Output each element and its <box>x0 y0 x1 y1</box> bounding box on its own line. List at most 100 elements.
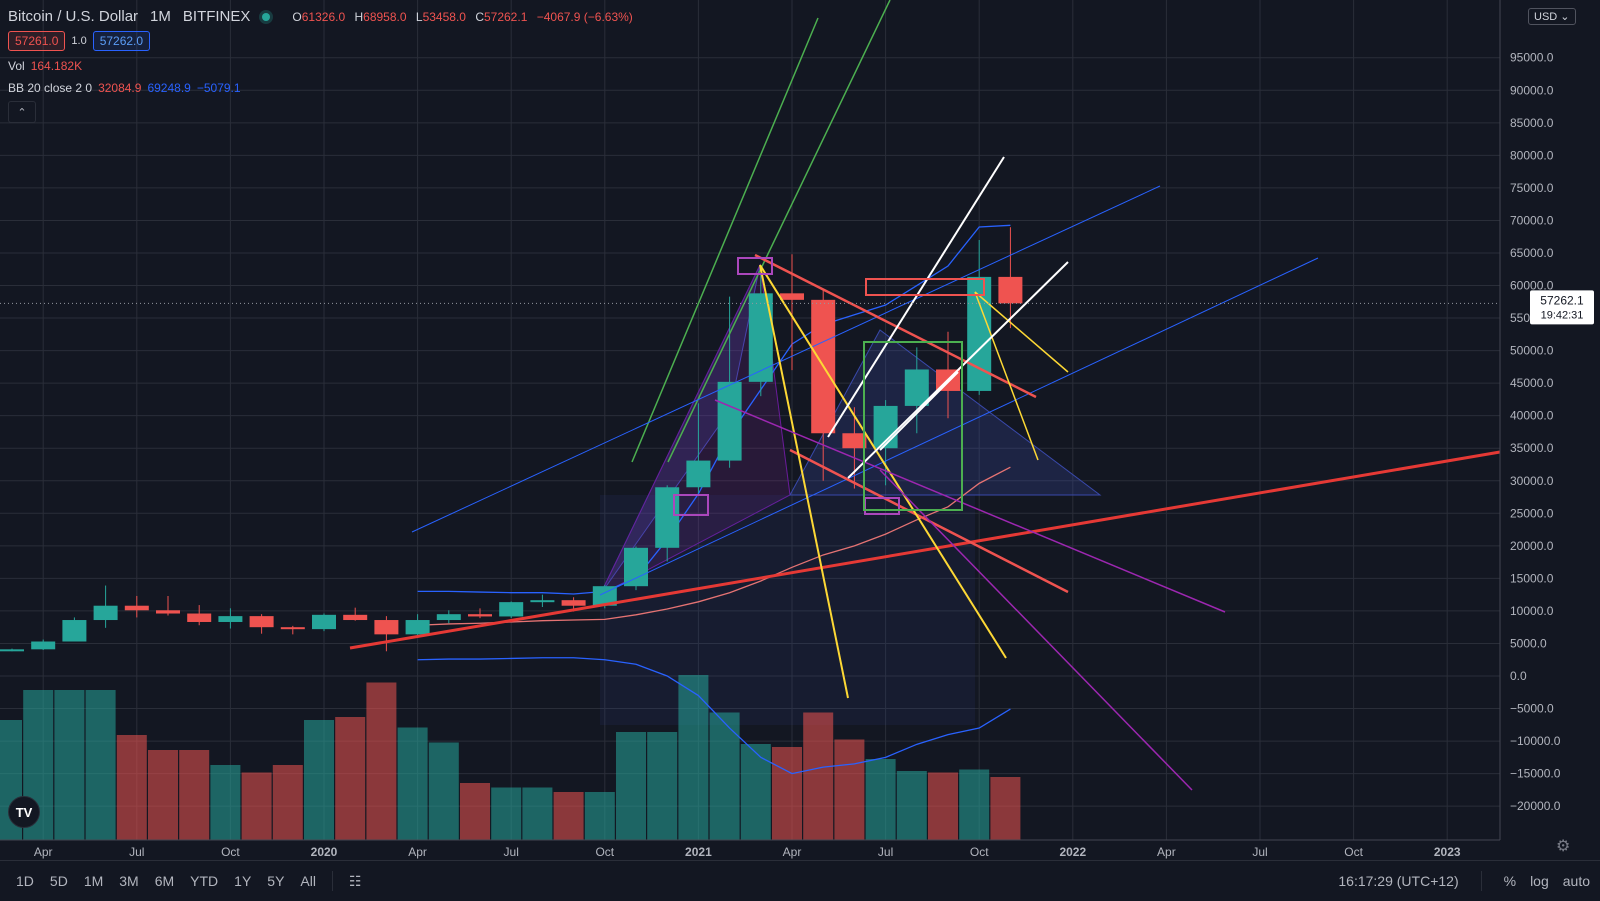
collapse-legend-button[interactable]: ⌃ <box>8 101 36 123</box>
volume-bar <box>959 769 990 840</box>
range-1d-button[interactable]: 1D <box>16 873 34 889</box>
volume-bar <box>397 727 428 840</box>
volume-bar <box>553 792 584 840</box>
chevron-down-icon: ⌄ <box>1557 11 1570 23</box>
open-value: 61326.0 <box>301 9 346 24</box>
trendline-blue <box>411 185 1161 533</box>
range-5d-button[interactable]: 5D <box>49 873 68 889</box>
rect-purple-mid <box>673 494 709 516</box>
volume-label: Vol <box>8 59 25 73</box>
bb-basis-value: 32084.9 <box>98 81 142 95</box>
high-label: H <box>354 9 364 24</box>
price-tick-label: 5000.0 <box>1510 636 1547 650</box>
symbol-title[interactable]: Bitcoin / U.S. Dollar <box>8 8 139 25</box>
price-tick-label: 30000.0 <box>1510 474 1554 488</box>
range-all-button[interactable]: All <box>300 873 316 889</box>
tradingview-logo[interactable]: TV <box>8 796 40 828</box>
price-tick-label: 50000.0 <box>1510 344 1554 358</box>
percent-scale-button[interactable]: % <box>1503 873 1517 889</box>
volume-bar <box>584 792 615 840</box>
candle-body <box>530 600 555 603</box>
candle-body <box>405 620 430 635</box>
spread-value: 1.0 <box>71 35 87 47</box>
trade-row: 57261.0 1.0 57262.0 <box>8 31 639 51</box>
volume-value: 164.182K <box>30 59 83 73</box>
price-tick-label: 90000.0 <box>1510 83 1554 97</box>
time-tick-label: Oct <box>1344 845 1363 859</box>
pattern-triangle-bcd <box>789 329 1102 496</box>
candle-body <box>312 614 336 630</box>
trendline-red-resistance <box>754 253 1037 399</box>
candle-body <box>624 547 648 587</box>
candle-body <box>374 620 399 635</box>
range-6m-button[interactable]: 6M <box>154 873 175 889</box>
candle-body <box>998 276 1023 304</box>
chart-legend: Bitcoin / U.S. Dollar 1M BITFINEX O61326… <box>8 8 639 123</box>
range-ytd-button[interactable]: YTD <box>190 873 219 889</box>
candle-body <box>436 614 461 621</box>
candle-body <box>280 627 305 630</box>
time-tick-label: Apr <box>34 845 53 859</box>
price-tick-label: 25000.0 <box>1510 506 1554 520</box>
candle-body <box>842 433 867 449</box>
volume-bar <box>460 783 490 840</box>
toolbar-divider <box>331 871 333 891</box>
volume-bar <box>491 787 522 840</box>
volume-bar <box>709 712 740 840</box>
currency-select[interactable]: USD ⌄ <box>1528 8 1576 25</box>
candle-body <box>93 605 118 621</box>
candle-body <box>780 293 804 300</box>
open-label: O <box>292 9 302 24</box>
close-value: 57262.1 <box>483 9 528 24</box>
time-tick-label: Oct <box>595 845 614 859</box>
range-5y-button[interactable]: 5Y <box>267 873 285 889</box>
time-tick-label: Jul <box>1252 845 1267 859</box>
time-tick-label: Jul <box>504 845 519 859</box>
sell-button[interactable]: 57261.0 <box>8 31 66 51</box>
price-tick-label: 15000.0 <box>1510 571 1554 585</box>
volume-bar <box>210 765 241 840</box>
price-tick-label: 60000.0 <box>1510 279 1554 293</box>
pattern-triangle-abc <box>598 263 791 597</box>
volume-bars <box>0 675 1021 840</box>
buy-button[interactable]: 57262.0 <box>92 31 151 51</box>
price-tick-label: 85000.0 <box>1510 116 1554 130</box>
bb-legend[interactable]: BB 20 close 2 0 32084.9 69248.9 −5079.1 <box>8 81 639 95</box>
price-tick-label: 70000.0 <box>1510 213 1554 227</box>
volume-bar <box>179 750 210 840</box>
trendline-purple <box>714 399 1226 613</box>
price-tick-label: −20000.0 <box>1510 799 1561 813</box>
trendline-green <box>631 17 819 463</box>
range-3m-button[interactable]: 3M <box>119 873 139 889</box>
trendline-yellow <box>974 291 1039 461</box>
time-tick-label: 2021 <box>685 845 712 859</box>
price-tick-label: −10000.0 <box>1510 734 1561 748</box>
bb-upper-line <box>417 224 1011 595</box>
range-1m-button[interactable]: 1M <box>83 873 104 889</box>
interval-label[interactable]: 1M <box>150 8 171 25</box>
auto-scale-button[interactable]: auto <box>1562 873 1590 889</box>
price-tick-label: 65000.0 <box>1510 246 1554 260</box>
chart-canvas[interactable]: 95000.0 90000.0 85000.0 80000.0 75000.0 70000… <box>0 0 1600 860</box>
candle-body <box>124 605 149 611</box>
volume-bar <box>272 765 303 840</box>
drawing-layer-front <box>0 0 1501 791</box>
volume-legend[interactable]: Vol 164.182K <box>8 59 639 73</box>
bollinger-bands <box>417 224 1011 775</box>
date-range-icon[interactable]: ☷ <box>348 872 362 889</box>
range-1y-button[interactable]: 1Y <box>234 873 252 889</box>
time-tick-label: Jul <box>878 845 893 859</box>
time-tick-label: Oct <box>970 845 989 859</box>
currency-label: USD <box>1534 11 1558 23</box>
gear-icon[interactable]: ⚙ <box>1556 838 1571 855</box>
volume-bar <box>116 735 147 840</box>
time-tick-label: Apr <box>783 845 802 859</box>
clock-timezone[interactable]: 16:17:29 (UTC+12) <box>1338 873 1459 889</box>
log-scale-button[interactable]: log <box>1530 873 1549 889</box>
price-tick-label: 80000.0 <box>1510 148 1554 162</box>
price-tick-label: 95000.0 <box>1510 51 1554 65</box>
candle-body <box>592 586 617 606</box>
price-tick-label: −15000.0 <box>1510 767 1561 781</box>
volume-bar <box>865 759 896 840</box>
exchange-label: BITFINEX <box>182 8 251 25</box>
